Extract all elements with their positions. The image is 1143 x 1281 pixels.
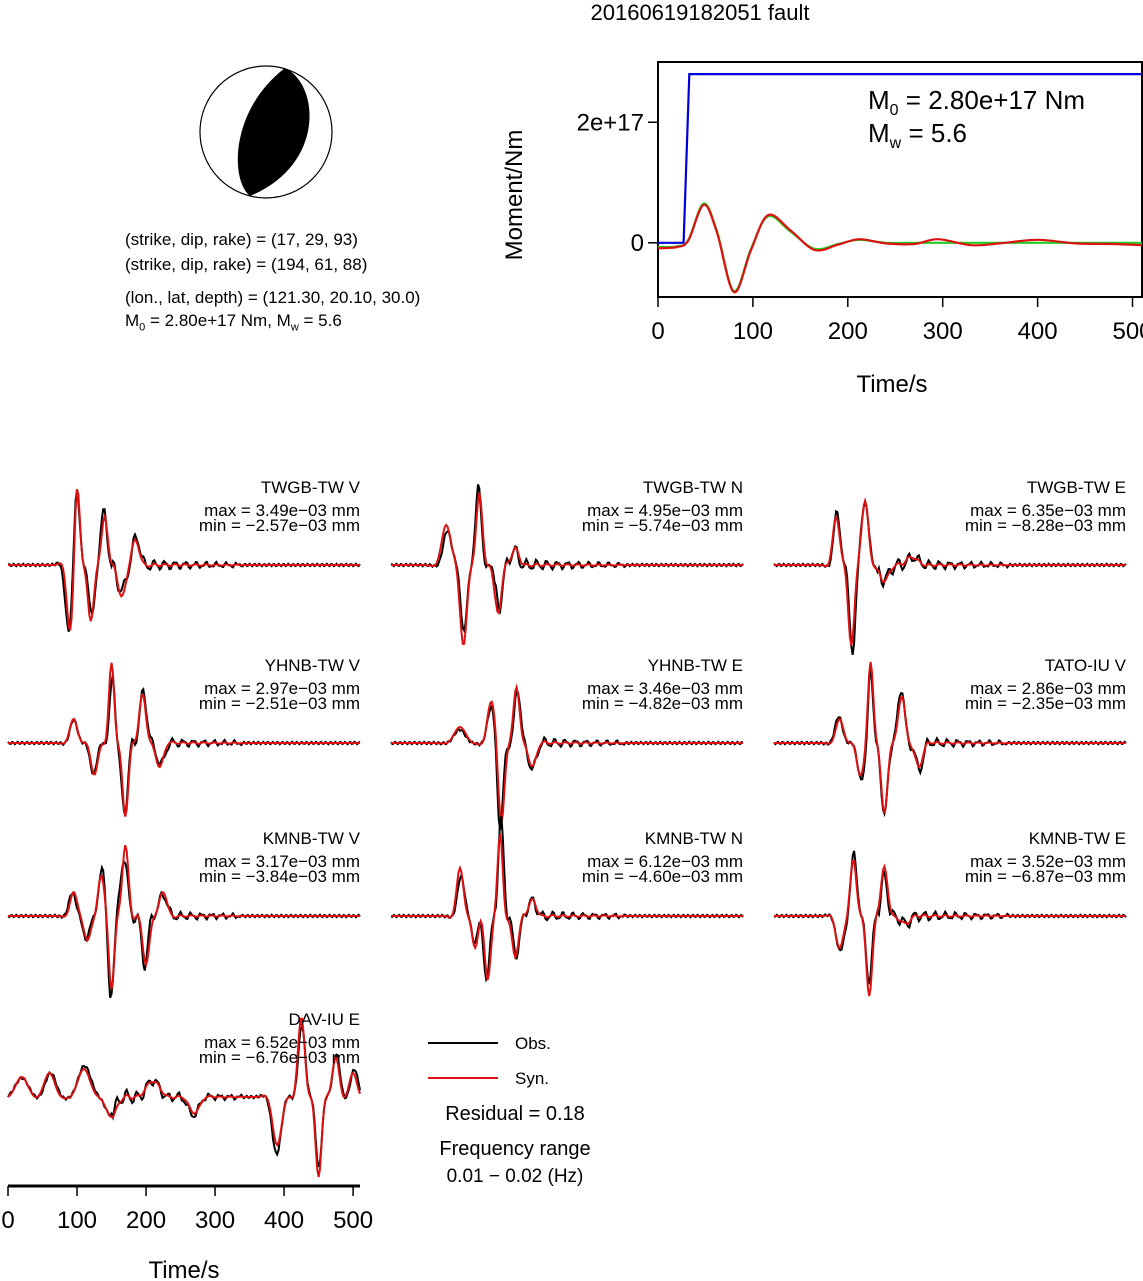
moment-value: = 2.80e+17 Nm, M xyxy=(145,311,291,330)
legend-obs-label: Obs. xyxy=(515,1034,551,1053)
observed-stf-line xyxy=(657,202,1142,293)
synthetic-stf-line xyxy=(657,203,1143,294)
moment-xtick-label-200: 200 xyxy=(828,318,868,345)
moment-xtick-label-300: 300 xyxy=(923,318,963,345)
station-label-kmnb-tw-v: KMNB-TW V xyxy=(263,829,361,848)
station-min-dav-iu-e: min = −6.76e−03 mm xyxy=(199,1048,360,1067)
station-label-kmnb-tw-n: KMNB-TW N xyxy=(645,829,743,848)
station-min-tato-iu-v: min = −2.35e−03 mm xyxy=(965,694,1126,713)
station-min-twgb-tw-n: min = −5.74e−03 mm xyxy=(582,516,743,535)
waveform-xtick-label-100: 100 xyxy=(57,1207,97,1234)
moment-rate-chart: 010020030040050002e+17 Moment/Nm Time/s … xyxy=(501,61,1143,398)
moment-xtick-label-500: 500 xyxy=(1112,318,1143,345)
station-max-twgb-tw-e: max = 6.35e−03 mm xyxy=(970,501,1126,520)
station-label-twgb-tw-v: TWGB-TW V xyxy=(261,478,361,497)
moment-xtick-label-400: 400 xyxy=(1018,318,1058,345)
mw-value: = 5.6 xyxy=(901,118,967,148)
synthetic-trace-kmnb-tw-n xyxy=(391,833,743,981)
station-label-dav-iu-e: DAV-IU E xyxy=(289,1010,360,1029)
waveform-xtick-label-0: 0 xyxy=(1,1207,14,1234)
station-min-kmnb-tw-e: min = −6.87e−03 mm xyxy=(965,867,1126,886)
moment-ytick-label-2e+17: 2e+17 xyxy=(577,109,644,136)
synthetic-trace-tato-iu-v xyxy=(774,661,1126,814)
mw-symbol: M xyxy=(868,118,890,148)
station-max-tato-iu-v: max = 2.86e−03 mm xyxy=(970,679,1126,698)
moment-plot-frame xyxy=(657,61,1143,298)
waveform-xtick-label-400: 400 xyxy=(264,1207,304,1234)
station-min-yhnb-tw-v: min = −2.51e−03 mm xyxy=(199,694,360,713)
residual-text: Residual = 0.18 xyxy=(445,1103,585,1125)
nodal-plane-2: (strike, dip, rake) = (194, 61, 88) xyxy=(125,255,368,274)
synthetic-trace-yhnb-tw-e xyxy=(391,683,743,824)
moment-ylabel: Moment/Nm xyxy=(501,130,528,261)
station-min-twgb-tw-e: min = −8.28e−03 mm xyxy=(965,516,1126,535)
beachball-compression-quadrant xyxy=(237,68,310,196)
nodal-plane-1: (strike, dip, rake) = (17, 29, 93) xyxy=(125,230,358,249)
waveform-xtick-label-200: 200 xyxy=(126,1207,166,1234)
station-label-yhnb-tw-v: YHNB-TW V xyxy=(265,656,361,675)
waveform-xtick-label-500: 500 xyxy=(333,1207,373,1234)
synthetic-trace-twgb-tw-v xyxy=(8,489,360,631)
synthetic-trace-kmnb-tw-v xyxy=(8,844,360,990)
m0-annotation: M0 = 2.80e+17 Nm xyxy=(868,85,1085,119)
beachball-diagram xyxy=(199,65,333,199)
moment-subscript: 0 xyxy=(139,321,146,334)
page-title: 20160619182051 fault xyxy=(590,0,810,25)
synthetic-trace-kmnb-tw-e xyxy=(774,859,1126,997)
moment-xtick-label-100: 100 xyxy=(733,318,773,345)
station-label-twgb-tw-n: TWGB-TW N xyxy=(643,478,743,497)
moment-ytick-label-0: 0 xyxy=(631,230,644,257)
mw-subscript: w xyxy=(889,135,902,152)
waveform-xlabel: Time/s xyxy=(148,1257,219,1281)
station-label-kmnb-tw-e: KMNB-TW E xyxy=(1029,829,1126,848)
legend-syn-label: Syn. xyxy=(515,1069,550,1088)
station-max-yhnb-tw-v: max = 2.97e−03 mm xyxy=(204,679,360,698)
m0-symbol: M xyxy=(868,85,890,115)
station-min-yhnb-tw-e: min = −4.82e−03 mm xyxy=(582,694,743,713)
m0-subscript: 0 xyxy=(890,102,899,119)
station-max-kmnb-tw-e: max = 3.52e−03 mm xyxy=(970,852,1126,871)
waveform-xtick-label-300: 300 xyxy=(195,1207,235,1234)
synthetic-trace-twgb-tw-n xyxy=(391,492,743,646)
station-max-dav-iu-e: max = 6.52e−03 mm xyxy=(204,1033,360,1052)
magnitude-value: = 5.6 xyxy=(298,311,342,330)
station-min-kmnb-tw-v: min = −3.84e−03 mm xyxy=(199,867,360,886)
hypocenter-location: (lon., lat, depth) = (121.30, 20.10, 30.… xyxy=(125,288,421,307)
m0-value: = 2.80e+17 Nm xyxy=(899,85,1085,115)
frequency-title: Frequency range xyxy=(439,1138,591,1160)
moment-xlabel: Time/s xyxy=(856,371,927,398)
magnitude-subscript: w xyxy=(290,321,299,334)
synthetic-trace-twgb-tw-e xyxy=(774,497,1126,646)
station-label-yhnb-tw-e: YHNB-TW E xyxy=(648,656,743,675)
frequency-range: 0.01 − 0.02 (Hz) xyxy=(446,1166,584,1187)
station-max-twgb-tw-v: max = 3.49e−03 mm xyxy=(204,501,360,520)
cumulative-moment-line xyxy=(658,73,1142,244)
mw-annotation: Mw = 5.6 xyxy=(868,118,967,152)
station-max-kmnb-tw-v: max = 3.17e−03 mm xyxy=(204,852,360,871)
station-max-kmnb-tw-n: max = 6.12e−03 mm xyxy=(587,852,743,871)
synthetic-trace-dav-iu-e xyxy=(7,1017,361,1178)
station-max-yhnb-tw-e: max = 3.46e−03 mm xyxy=(587,679,743,698)
station-min-kmnb-tw-n: min = −4.60e−03 mm xyxy=(582,867,743,886)
station-min-twgb-tw-v: min = −2.57e−03 mm xyxy=(199,516,360,535)
station-max-twgb-tw-n: max = 4.95e−03 mm xyxy=(587,501,743,520)
moment-symbol: M xyxy=(125,311,140,330)
station-label-twgb-tw-e: TWGB-TW E xyxy=(1027,478,1126,497)
moment-xtick-label-0: 0 xyxy=(651,318,664,345)
moment-summary: M0 = 2.80e+17 Nm, Mw = 5.6 xyxy=(125,311,342,337)
station-label-tato-iu-v: TATO-IU V xyxy=(1045,656,1127,675)
synthetic-trace-yhnb-tw-v xyxy=(8,662,360,817)
